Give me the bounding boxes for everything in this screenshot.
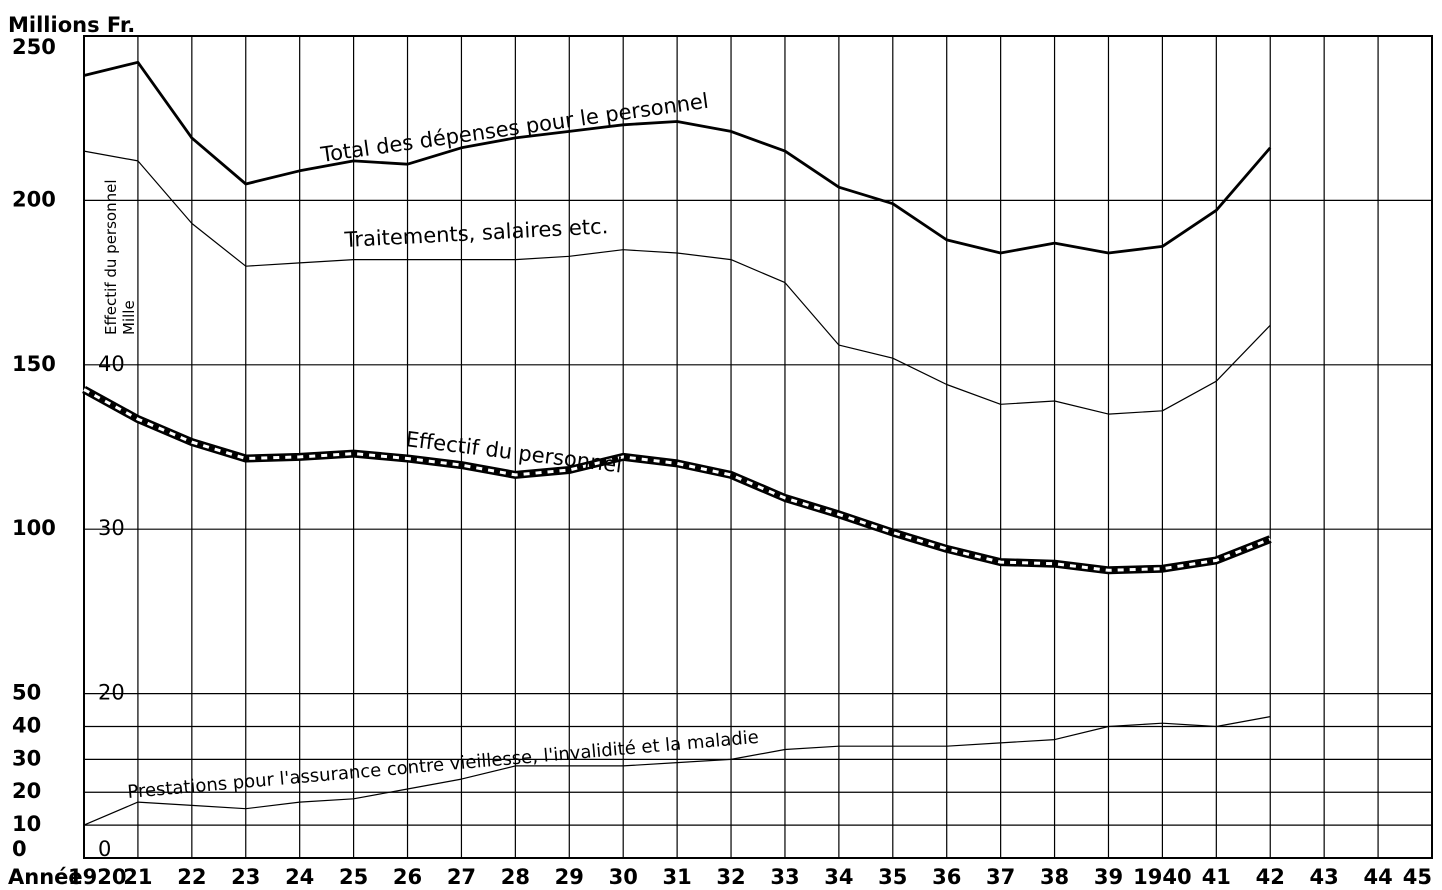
y2-axis-label-line1: Effectif du personnel [102, 179, 120, 335]
y-tick-label: 40 [12, 713, 41, 737]
x-tick-label: 1920 [68, 865, 126, 889]
x-tick-label: 35 [878, 865, 907, 889]
series-line [83, 716, 1271, 826]
series-2 [82, 385, 1272, 575]
y2-tick-label: 0 [98, 837, 111, 861]
x-tick-label: 34 [824, 865, 853, 889]
y2-tick-label: 40 [98, 352, 125, 376]
y2-axis-label: Effectif du personnel Mille [102, 179, 138, 335]
x-tick-label: 25 [339, 865, 368, 889]
x-tick-label: 33 [770, 865, 799, 889]
y-tick-label: 200 [12, 187, 56, 211]
x-tick-label: 26 [393, 865, 422, 889]
series-line [83, 60, 1272, 255]
x-tick-label: 31 [663, 865, 692, 889]
series-line [83, 150, 1271, 415]
x-tick-label: 29 [555, 865, 584, 889]
x-tick-label: 44 [1363, 865, 1392, 889]
x-tick-label: 36 [932, 865, 961, 889]
y-tick-label: 50 [12, 681, 41, 705]
y-axis-unit-label: Millions Fr. [8, 13, 135, 37]
grid [83, 35, 1433, 859]
series-0 [83, 60, 1272, 255]
x-tick-label: 32 [716, 865, 745, 889]
x-tick-label: 1940 [1133, 865, 1191, 889]
y-tick-label: 30 [12, 746, 41, 770]
x-tick-label: 38 [1040, 865, 1069, 889]
series-3 [83, 716, 1271, 826]
series-line-inner [83, 388, 1271, 572]
series-lines [82, 60, 1272, 826]
x-tick-label: 22 [177, 865, 206, 889]
y-tick-label: 100 [12, 516, 56, 540]
series-1 [83, 150, 1271, 415]
x-axis-prefix: Année [8, 865, 83, 889]
series-label-effectif: Effectif du personnel [404, 427, 623, 477]
x-tick-label: 41 [1202, 865, 1231, 889]
x-tick-label: 27 [447, 865, 476, 889]
x-tick-label: 43 [1310, 865, 1339, 889]
series-label-total: Total des dépenses pour le personnel [318, 89, 710, 167]
x-tick-label: 42 [1256, 865, 1285, 889]
y2-tick-label: 30 [98, 516, 125, 540]
x-tick-label: 28 [501, 865, 530, 889]
series-label-prestations: Prestations pour l'assurance contre viei… [127, 727, 760, 803]
y-tick-label: 250 [12, 35, 56, 59]
plot-frame [83, 35, 1433, 859]
x-tick-label: 39 [1094, 865, 1123, 889]
y-tick-label: 150 [12, 352, 56, 376]
x-tick-label: 37 [986, 865, 1015, 889]
x-tick-label: 24 [285, 865, 314, 889]
y-tick-label: 20 [12, 779, 41, 803]
y-tick-label: 10 [12, 812, 41, 836]
x-tick-label: 45 [1403, 865, 1432, 889]
y-tick-label: 0 [12, 837, 27, 861]
x-tick-label: 23 [231, 865, 260, 889]
x-tick-label: 30 [609, 865, 638, 889]
y2-axis-label-line2: Mille [120, 300, 138, 335]
y2-tick-label: 20 [98, 681, 125, 705]
x-tick-label: 21 [123, 865, 152, 889]
